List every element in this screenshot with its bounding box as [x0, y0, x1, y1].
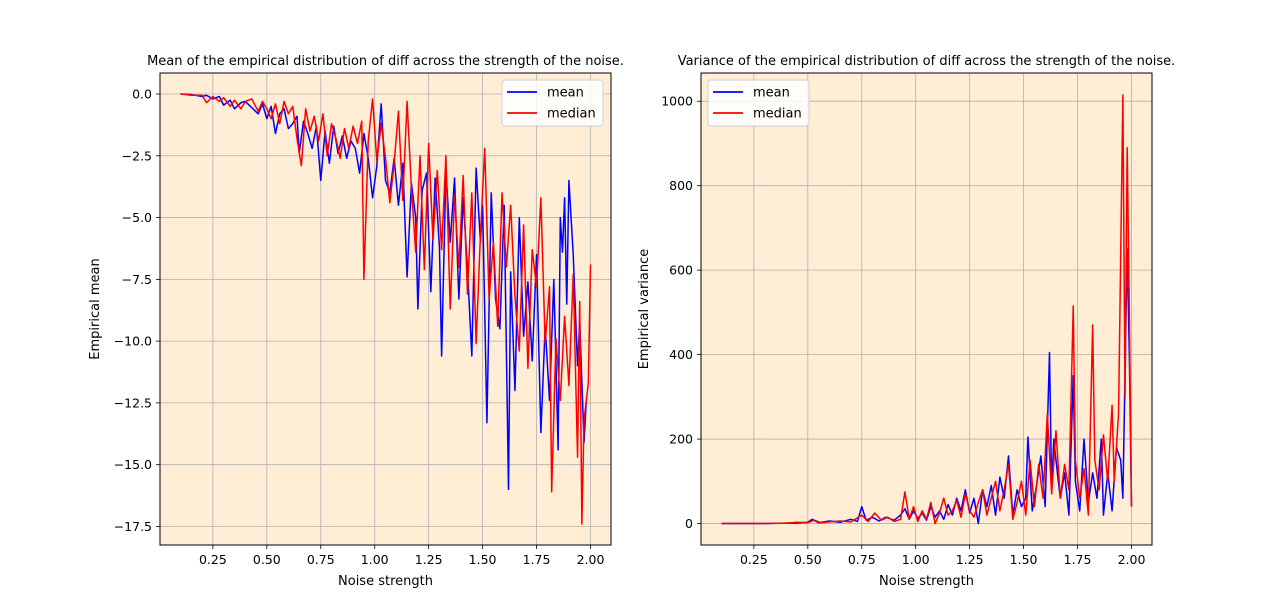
y-axis-label: Empirical mean — [88, 258, 103, 359]
x-ticks: 0.25 0.50 0.75 1.00 1.25 1.50 1.75 2.00 — [740, 545, 1146, 567]
x-tick-label: 1.25 — [956, 552, 984, 567]
x-tick-label: 0.25 — [199, 552, 227, 567]
x-axis-label: Noise strength — [879, 574, 974, 589]
x-tick-label: 0.75 — [848, 552, 876, 567]
y-ticks: 0.0 −2.5 −5.0 −7.5 −10.0 −12.5 −15.0 −17.5 — [114, 87, 160, 534]
x-tick-label: 1.00 — [902, 552, 930, 567]
chart-title: Mean of the empirical distribution of di… — [147, 54, 624, 69]
x-axis-label: Noise strength — [338, 574, 433, 589]
plot-area — [160, 73, 611, 545]
legend-label-mean: mean — [547, 86, 584, 101]
x-tick-label: 2.00 — [577, 552, 605, 567]
x-tick-label: 0.50 — [253, 552, 281, 567]
y-tick-label: −7.5 — [122, 272, 152, 287]
plot-frame — [700, 72, 1153, 546]
y-tick-label: 1000 — [661, 94, 693, 109]
chart-title: Variance of the empirical distribution o… — [678, 54, 1176, 69]
plot-frame — [159, 72, 612, 546]
series-line-mean — [180, 93, 587, 491]
x-tick-label: 1.75 — [523, 552, 551, 567]
y-axis-label: Empirical variance — [637, 249, 652, 370]
y-tick-label: −15.0 — [114, 457, 152, 472]
x-tick-label: 0.50 — [794, 552, 822, 567]
legend: mean median — [707, 79, 810, 127]
y-tick-label: 0 — [685, 516, 693, 531]
y-tick-label: −10.0 — [114, 334, 152, 349]
y-tick-label: −2.5 — [122, 148, 152, 163]
y-tick-label: −12.5 — [114, 395, 152, 410]
y-tick-label: −5.0 — [122, 210, 152, 225]
series-line-mean — [721, 248, 1133, 525]
y-tick-label: 0.0 — [132, 87, 152, 102]
y-tick-label: 200 — [669, 432, 693, 447]
legend-label-median: median — [547, 107, 596, 122]
x-tick-label: 1.75 — [1064, 552, 1092, 567]
x-ticks: 0.25 0.50 0.75 1.00 1.25 1.50 1.75 2.00 — [199, 545, 605, 567]
grid — [701, 73, 1152, 545]
x-tick-label: 1.00 — [361, 552, 389, 567]
legend-label-median: median — [753, 107, 802, 122]
series-line-median — [180, 93, 592, 525]
x-tick-label: 1.25 — [415, 552, 443, 567]
series-layer — [721, 94, 1133, 525]
variance-chart: 0.25 0.50 0.75 1.00 1.25 1.50 1.75 2.00 0 200 400… — [637, 54, 1175, 589]
x-tick-label: 1.50 — [1010, 552, 1038, 567]
mean-chart: 0.25 0.50 0.75 1.00 1.25 1.50 1.75 2.00 0.0 −2.5… — [88, 54, 624, 589]
x-tick-label: 1.50 — [469, 552, 497, 567]
grid — [160, 73, 611, 545]
legend-label-mean: mean — [753, 86, 790, 101]
x-tick-label: 2.00 — [1118, 552, 1146, 567]
y-ticks: 0 200 400 600 800 1000 — [661, 94, 701, 531]
series-line-median — [721, 94, 1133, 525]
series-layer — [180, 93, 592, 525]
y-tick-label: −17.5 — [114, 519, 152, 534]
y-tick-label: 600 — [669, 263, 693, 278]
y-tick-label: 400 — [669, 347, 693, 362]
y-tick-label: 800 — [669, 178, 693, 193]
x-tick-label: 0.75 — [307, 552, 335, 567]
x-tick-label: 0.25 — [740, 552, 768, 567]
legend: mean median — [501, 79, 604, 127]
